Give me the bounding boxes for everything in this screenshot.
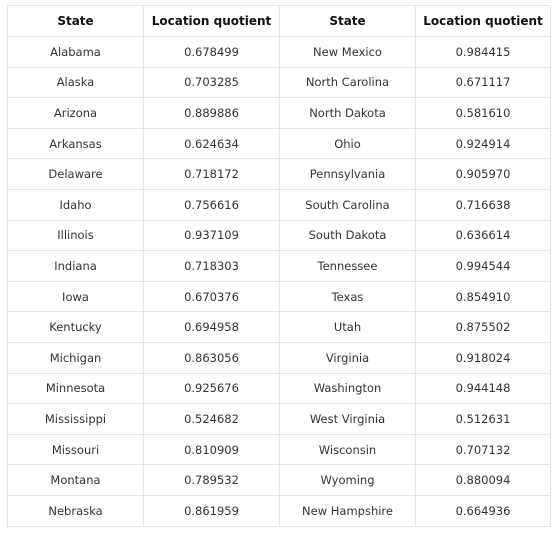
data-table-container: State Location quotient State Location q… — [7, 5, 551, 527]
state-cell: North Carolina — [279, 66, 416, 99]
table-row: Alaska 0.703285 North Carolina 0.671117 — [7, 66, 551, 99]
location-quotient-cell: 0.756616 — [143, 188, 280, 221]
state-cell: Illinois — [7, 219, 144, 252]
location-quotient-cell: 0.918024 — [415, 341, 551, 374]
state-cell: North Dakota — [279, 97, 416, 129]
location-quotient-cell: 0.716638 — [415, 188, 551, 221]
state-cell: Missouri — [7, 433, 144, 466]
table-row: Michigan 0.863056 Virginia 0.918024 — [7, 341, 551, 374]
location-quotient-cell: 0.694958 — [143, 311, 280, 343]
location-quotient-cell: 0.670376 — [143, 280, 280, 313]
location-quotient-cell: 0.718172 — [143, 158, 280, 190]
location-quotient-cell: 0.671117 — [415, 66, 551, 99]
state-cell: Utah — [279, 311, 416, 343]
state-cell: Indiana — [7, 250, 144, 282]
state-cell: Washington — [279, 372, 416, 405]
location-quotient-cell: 0.944148 — [415, 372, 551, 405]
state-cell: Delaware — [7, 158, 144, 190]
state-cell: Montana — [7, 464, 144, 496]
header-state-1: State — [7, 5, 144, 37]
location-quotient-cell: 0.678499 — [143, 36, 280, 68]
location-quotient-cell: 0.889886 — [143, 97, 280, 129]
location-quotient-cell: 0.854910 — [415, 280, 551, 313]
table-row: Mississippi 0.524682 West Virginia 0.512631 — [7, 403, 551, 435]
table-row: Iowa 0.670376 Texas 0.854910 — [7, 280, 551, 313]
state-cell: Idaho — [7, 188, 144, 221]
table-row: Indiana 0.718303 Tennessee 0.994544 — [7, 250, 551, 282]
header-state-2: State — [279, 5, 416, 37]
table-header: State Location quotient State Location q… — [7, 5, 551, 37]
state-cell: Texas — [279, 280, 416, 313]
state-cell: Mississippi — [7, 403, 144, 435]
state-cell: Wisconsin — [279, 433, 416, 466]
location-quotient-cell: 0.718303 — [143, 250, 280, 282]
state-cell: New Mexico — [279, 36, 416, 68]
location-quotient-cell: 0.875502 — [415, 311, 551, 343]
location-quotient-cell: 0.863056 — [143, 341, 280, 374]
state-cell: Wyoming — [279, 464, 416, 496]
table-row: Nebraska 0.861959 New Hampshire 0.664936 — [7, 494, 551, 527]
state-cell: Pennsylvania — [279, 158, 416, 190]
location-quotient-cell: 0.636614 — [415, 219, 551, 252]
state-cell: South Dakota — [279, 219, 416, 252]
location-quotient-cell: 0.905970 — [415, 158, 551, 190]
state-cell: Virginia — [279, 341, 416, 374]
state-cell: Arizona — [7, 97, 144, 129]
table-row: Missouri 0.810909 Wisconsin 0.707132 — [7, 433, 551, 466]
state-cell: Alaska — [7, 66, 144, 99]
state-cell: Kentucky — [7, 311, 144, 343]
table-row: Delaware 0.718172 Pennsylvania 0.905970 — [7, 158, 551, 190]
location-quotient-cell: 0.703285 — [143, 66, 280, 99]
table-row: Idaho 0.756616 South Carolina 0.716638 — [7, 188, 551, 221]
header-location-quotient-2: Location quotient — [415, 5, 551, 37]
header-location-quotient-1: Location quotient — [143, 5, 280, 37]
location-quotient-cell: 0.512631 — [415, 403, 551, 435]
location-quotient-cell: 0.994544 — [415, 250, 551, 282]
table-row: Kentucky 0.694958 Utah 0.875502 — [7, 311, 551, 343]
location-quotient-cell: 0.664936 — [415, 494, 551, 527]
location-quotient-cell: 0.810909 — [143, 433, 280, 466]
table-row: Illinois 0.937109 South Dakota 0.636614 — [7, 219, 551, 252]
table-row: Arkansas 0.624634 Ohio 0.924914 — [7, 127, 551, 160]
location-quotient-cell: 0.984415 — [415, 36, 551, 68]
location-quotient-cell: 0.789532 — [143, 464, 280, 496]
location-quotient-cell: 0.880094 — [415, 464, 551, 496]
state-cell: West Virginia — [279, 403, 416, 435]
location-quotient-cell: 0.624634 — [143, 127, 280, 160]
table-row: Minnesota 0.925676 Washington 0.944148 — [7, 372, 551, 405]
table-body: Alabama 0.678499 New Mexico 0.984415 Alaska 0… — [7, 36, 551, 527]
state-cell: Alabama — [7, 36, 144, 68]
state-cell: Arkansas — [7, 127, 144, 160]
location-quotient-cell: 0.925676 — [143, 372, 280, 405]
table-row: Alabama 0.678499 New Mexico 0.984415 — [7, 36, 551, 68]
state-cell: Nebraska — [7, 494, 144, 527]
state-cell: Ohio — [279, 127, 416, 160]
location-quotient-table: State Location quotient State Location q… — [7, 5, 551, 527]
state-cell: New Hampshire — [279, 494, 416, 527]
location-quotient-cell: 0.524682 — [143, 403, 280, 435]
location-quotient-cell: 0.924914 — [415, 127, 551, 160]
header-row: State Location quotient State Location q… — [7, 5, 551, 37]
location-quotient-cell: 0.937109 — [143, 219, 280, 252]
location-quotient-cell: 0.707132 — [415, 433, 551, 466]
state-cell: Minnesota — [7, 372, 144, 405]
table-row: Arizona 0.889886 North Dakota 0.581610 — [7, 97, 551, 129]
table-row: Montana 0.789532 Wyoming 0.880094 — [7, 464, 551, 496]
state-cell: Michigan — [7, 341, 144, 374]
location-quotient-cell: 0.581610 — [415, 97, 551, 129]
location-quotient-cell: 0.861959 — [143, 494, 280, 527]
state-cell: Iowa — [7, 280, 144, 313]
state-cell: South Carolina — [279, 188, 416, 221]
state-cell: Tennessee — [279, 250, 416, 282]
